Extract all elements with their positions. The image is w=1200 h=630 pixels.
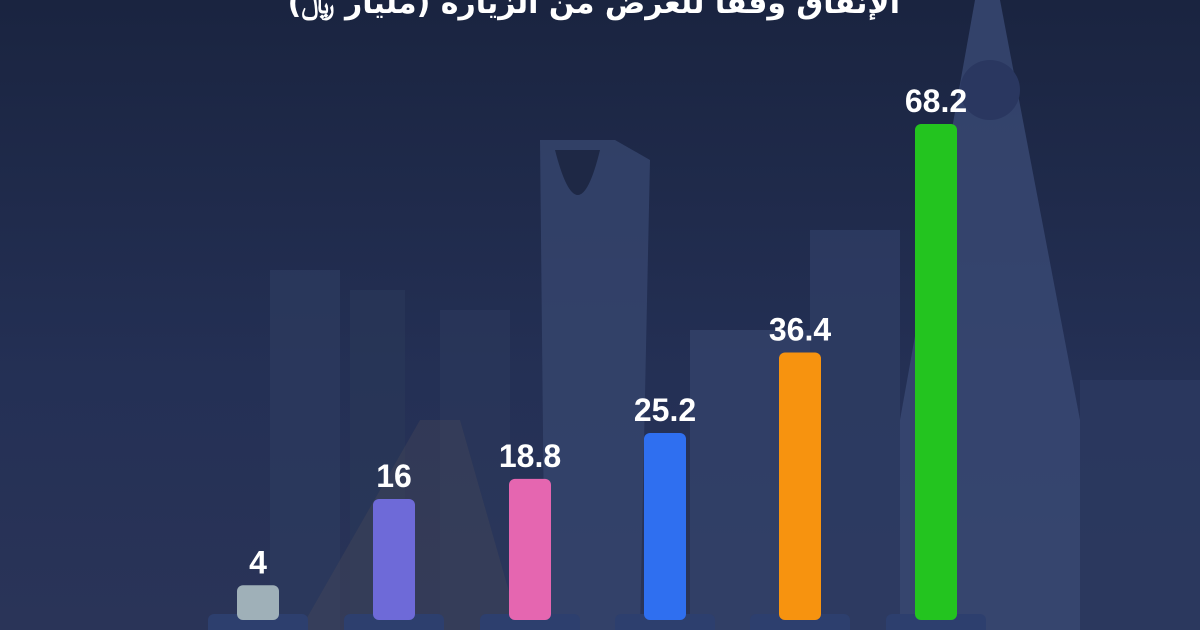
bar [779, 352, 821, 620]
bar [237, 585, 279, 620]
category-tab [886, 614, 986, 630]
bar-value-label: 16 [376, 458, 412, 494]
bar [373, 499, 415, 620]
bar-value-label: 25.2 [634, 392, 696, 428]
bar-value-label: 68.2 [905, 83, 967, 119]
bar [509, 478, 551, 620]
category-tab [208, 614, 308, 630]
bar [915, 124, 957, 620]
category-tab [750, 614, 850, 630]
chart-title: الإنفاق وفقا للغرض من الزيارة (مليار ﷼) [287, 0, 900, 21]
category-tab [615, 614, 715, 630]
bar-value-label: 18.8 [499, 438, 561, 474]
bar-value-label: 4 [249, 544, 267, 580]
category-tab [344, 614, 444, 630]
bar [644, 432, 686, 620]
category-tab [480, 614, 580, 630]
bar-value-label: 36.4 [769, 311, 831, 347]
